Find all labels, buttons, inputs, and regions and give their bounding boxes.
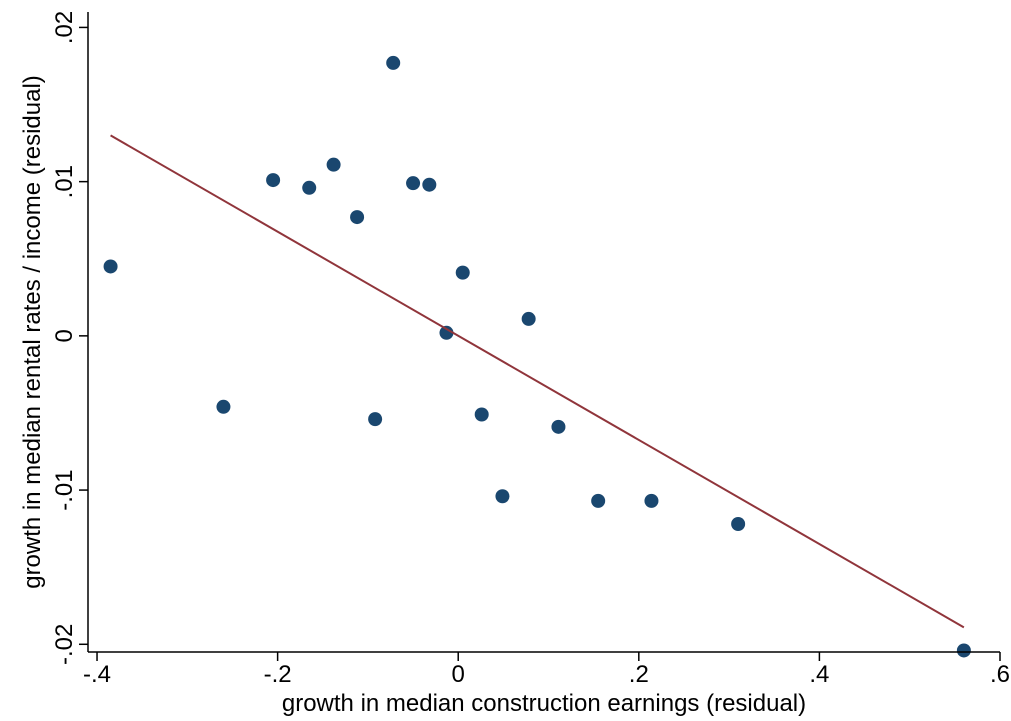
- y-tick-label: -.02: [51, 624, 78, 665]
- fitted-line: [110, 134, 965, 629]
- data-point: [591, 493, 606, 508]
- axes: -.4 -.2 0 .2 .4 .6 -.02 -.01 0 .01 .02: [51, 11, 1010, 688]
- x-tick-label: -.4: [83, 661, 111, 688]
- y-axis-title: growth in median rental rates / income (…: [19, 75, 46, 589]
- data-point: [644, 493, 659, 508]
- data-point: [495, 489, 510, 504]
- x-tick-label: .4: [809, 661, 829, 688]
- x-tick-label: 0: [452, 661, 465, 688]
- data-point: [386, 55, 401, 70]
- data-point: [406, 176, 421, 191]
- x-tick-label: -.2: [264, 661, 292, 688]
- y-tick-label: -.01: [51, 469, 78, 510]
- data-point: [422, 177, 437, 192]
- data-point: [266, 173, 281, 188]
- x-tick-label: .6: [990, 661, 1010, 688]
- y-tick-label: .01: [51, 165, 78, 198]
- data-point: [455, 265, 470, 280]
- data-point: [956, 643, 971, 658]
- x-tick-label: .2: [629, 661, 649, 688]
- data-point: [216, 399, 231, 414]
- data-point: [439, 325, 454, 340]
- data-point: [731, 517, 746, 531]
- y-tick-label: .02: [51, 11, 78, 44]
- plot-area: [103, 55, 971, 658]
- data-point: [326, 157, 341, 172]
- x-axis-title: growth in median construction earnings (…: [282, 690, 806, 717]
- data-point: [302, 180, 317, 195]
- data-point: [521, 311, 536, 326]
- data-point: [474, 407, 489, 422]
- data-point: [551, 419, 566, 434]
- data-point: [103, 259, 118, 274]
- data-point: [368, 412, 383, 427]
- y-tick-label: 0: [51, 329, 78, 342]
- data-point: [350, 210, 365, 225]
